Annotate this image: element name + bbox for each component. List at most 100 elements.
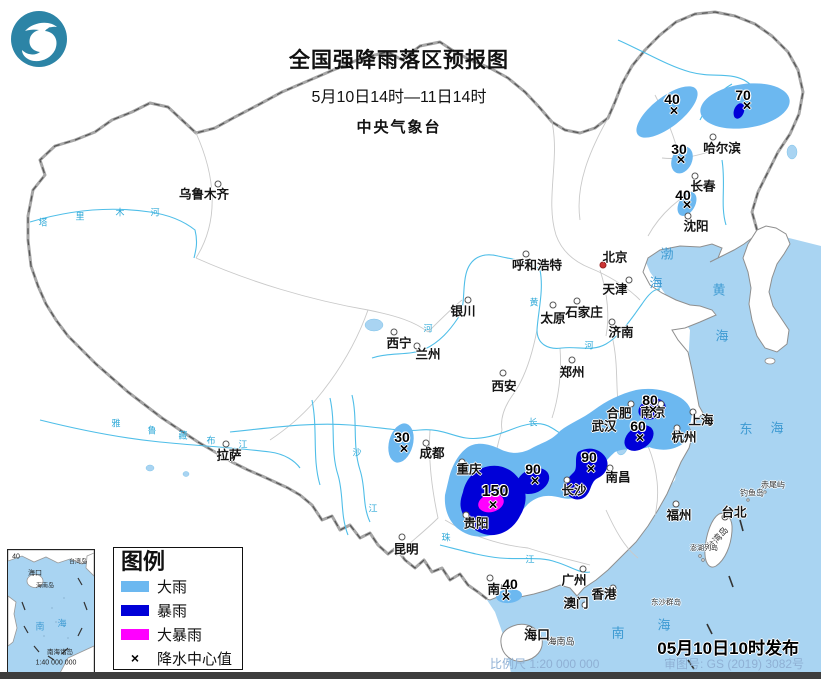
rain-center-marker: × bbox=[742, 97, 752, 115]
city-label: 成都 bbox=[419, 446, 445, 461]
rain-center-value: 40 bbox=[664, 91, 680, 107]
city-label: 杭州 bbox=[671, 430, 697, 445]
inset-label: 台湾岛 bbox=[68, 559, 88, 566]
river-label: 藏 bbox=[178, 430, 188, 441]
city-marker bbox=[499, 369, 507, 377]
city-marker bbox=[462, 511, 470, 519]
city-marker bbox=[398, 533, 406, 541]
legend-item: 大雨 bbox=[121, 574, 242, 598]
city-label: 北京 bbox=[602, 250, 628, 265]
city-label: 上海 bbox=[688, 413, 714, 428]
inset-label: 1:40 000 000 bbox=[35, 659, 77, 667]
city-label: 重庆 bbox=[456, 462, 482, 477]
rain-center-value: 80 bbox=[642, 392, 658, 408]
city-label: 南京 bbox=[640, 405, 666, 420]
sea-label: 东 bbox=[739, 421, 753, 437]
city-label: 贵阳 bbox=[463, 516, 489, 531]
sea-label: 海 bbox=[770, 420, 784, 436]
sea-shape bbox=[487, 230, 821, 679]
city-marker bbox=[609, 414, 617, 422]
header: 全国强降雨落区预报图 5月10日14时—11日14时 中央气象台 bbox=[244, 44, 554, 137]
city-label: 福州 bbox=[666, 508, 692, 523]
city-label: 呼和浩特 bbox=[511, 258, 563, 273]
city-label: 长春 bbox=[690, 179, 716, 194]
agency-name: 中央气象台 bbox=[356, 119, 442, 136]
rain-center-marker: × bbox=[488, 496, 498, 514]
city-marker bbox=[525, 625, 533, 633]
rain-center-value: 60 bbox=[630, 418, 646, 434]
city-label: 澳门 bbox=[563, 596, 589, 611]
river-label: 布 bbox=[206, 435, 216, 446]
city-marker bbox=[672, 500, 680, 508]
city-label: 郑州 bbox=[559, 365, 585, 380]
legend-label: 降水中心值 bbox=[157, 650, 233, 668]
province-boundaries bbox=[195, 94, 723, 566]
river-label: 河 bbox=[584, 340, 594, 351]
river-label: 河 bbox=[423, 323, 433, 334]
city-marker bbox=[627, 400, 635, 408]
river-label: 珠 bbox=[441, 532, 451, 543]
legend-rows: 大雨 暴雨 大暴雨 × 降水中心值 bbox=[121, 574, 242, 670]
south-china-sea-inset: 40 台湾岛 海口 海南岛南 海南海诸岛 1:40 000 000 bbox=[7, 549, 95, 674]
city-label: 长沙 bbox=[561, 483, 587, 498]
city-label: 西宁 bbox=[386, 336, 412, 351]
map-scale: 比例尺 1:20 000 000 bbox=[490, 657, 600, 671]
hainan-island bbox=[500, 623, 543, 662]
rain-center-value: 70 bbox=[735, 87, 751, 103]
korea-peninsula bbox=[742, 225, 791, 365]
city-label: 昆明 bbox=[393, 542, 419, 557]
approval-number: 审图号: GS (2019) 3082号 bbox=[664, 657, 805, 671]
city-marker bbox=[464, 296, 472, 304]
inset-label: 南 bbox=[35, 621, 45, 632]
rain-center-marker: × bbox=[530, 472, 540, 490]
river-label: 河 bbox=[150, 207, 160, 218]
inset-label: 海 bbox=[57, 618, 67, 629]
rain-center-marker: × bbox=[682, 196, 692, 214]
river-label: 江 bbox=[525, 554, 535, 565]
city-marker bbox=[709, 133, 717, 141]
rain-center-value: 40 bbox=[502, 576, 518, 592]
city-marker bbox=[579, 565, 587, 573]
city-marker bbox=[608, 318, 616, 326]
city-label: 合肥 bbox=[606, 406, 632, 421]
city-label: 拉萨 bbox=[216, 448, 242, 463]
sea-label: 海 bbox=[649, 275, 663, 291]
city-label: 武汉 bbox=[591, 419, 617, 434]
geo-label: 钓鱼岛 bbox=[740, 488, 764, 498]
sea-label: 海 bbox=[657, 617, 671, 633]
city-marker bbox=[689, 408, 697, 416]
city-label: 沈阳 bbox=[683, 219, 709, 234]
small-islands bbox=[698, 490, 767, 562]
city-marker bbox=[458, 458, 466, 466]
legend-label: 暴雨 bbox=[157, 602, 188, 620]
city-marker bbox=[413, 342, 421, 350]
legend-box: 图例 大雨 暴雨 大暴雨 × 降水中心值 bbox=[113, 547, 243, 670]
rain-center-marker: × bbox=[586, 460, 596, 478]
city-marker bbox=[625, 276, 633, 284]
geo-label: 海南岛 bbox=[547, 636, 575, 647]
river-label: 黄 bbox=[529, 297, 539, 308]
inset-label: 海南岛 bbox=[35, 583, 55, 590]
river-label: 木 bbox=[115, 207, 125, 218]
city-label: 南宁 bbox=[487, 582, 513, 597]
river-label: 长 bbox=[528, 417, 538, 428]
inset-corner-label: 40 bbox=[12, 553, 20, 561]
city-label: 银川 bbox=[450, 304, 476, 319]
city-marker bbox=[609, 584, 617, 592]
inset-map-svg bbox=[8, 550, 94, 673]
legend-swatch bbox=[121, 628, 149, 640]
city-marker bbox=[673, 424, 681, 432]
city-marker bbox=[549, 301, 557, 309]
geo-label: 澎湖列岛 bbox=[690, 545, 718, 552]
city-label: 南昌 bbox=[605, 470, 631, 485]
rain-center-marker: × bbox=[669, 102, 679, 120]
city-label: 海口 bbox=[523, 627, 551, 643]
city-marker bbox=[522, 250, 530, 258]
city-label: 香港 bbox=[591, 587, 617, 602]
city-marker bbox=[390, 328, 398, 336]
legend-item: 暴雨 bbox=[121, 598, 242, 622]
city-marker bbox=[486, 574, 494, 582]
city-label: 兰州 bbox=[415, 347, 441, 362]
legend-title: 图例 bbox=[121, 549, 166, 574]
